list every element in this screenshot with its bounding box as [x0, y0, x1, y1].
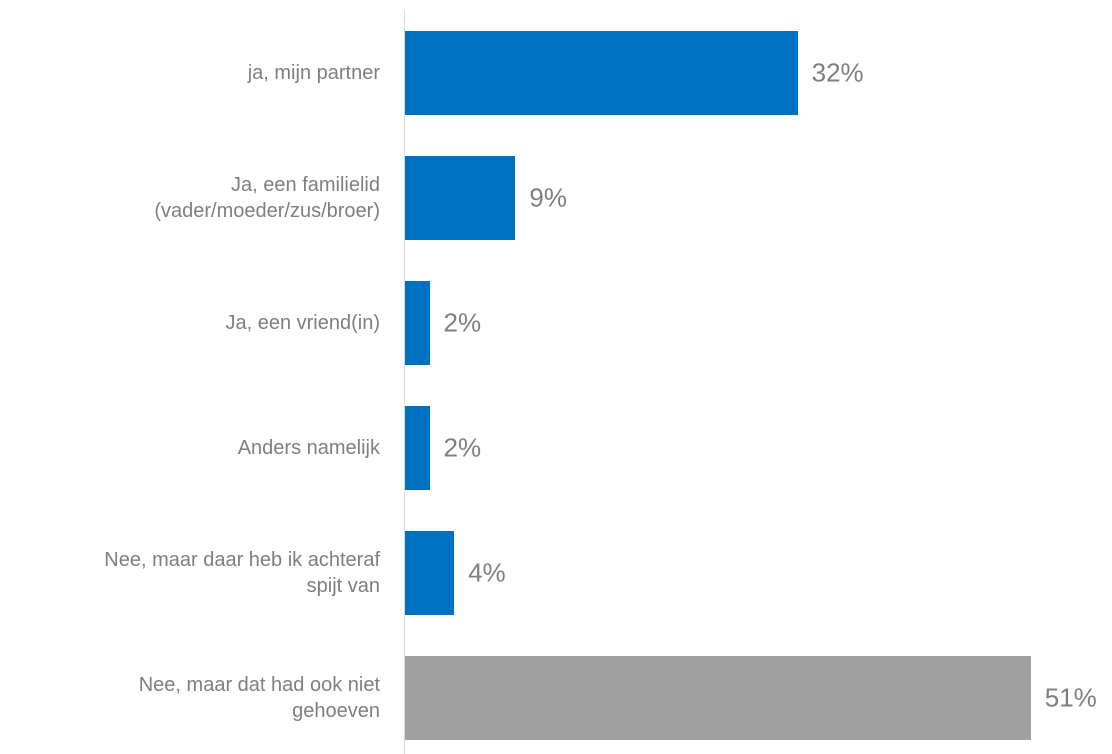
- bar: [405, 406, 430, 490]
- bar: [405, 156, 516, 240]
- bar: [405, 656, 1031, 740]
- bar: [405, 31, 798, 115]
- category-label: Nee, maar daar heb ik achteraf spijt van: [104, 549, 380, 597]
- value-label: 2%: [443, 307, 482, 338]
- category-label: Ja, een familielid (vader/moeder/zus/bro…: [154, 174, 380, 222]
- bar: [405, 531, 455, 615]
- value-label: 2%: [443, 432, 482, 463]
- category-label: Ja, een vriend(in): [225, 312, 380, 334]
- value-label: 51%: [1044, 682, 1097, 713]
- bar: [405, 281, 430, 365]
- axis-line: [404, 10, 405, 754]
- category-label: Anders namelijk: [237, 437, 380, 459]
- value-label: 9%: [529, 182, 567, 213]
- value-label: 4%: [468, 557, 506, 588]
- category-label: ja, mijn partner: [247, 62, 380, 84]
- value-label: 32%: [811, 57, 864, 88]
- category-label: Nee, maar dat had ook niet gehoeven: [138, 674, 380, 722]
